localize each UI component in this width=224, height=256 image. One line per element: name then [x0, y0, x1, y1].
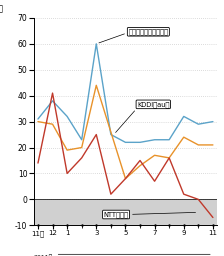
Text: NTTドコモ: NTTドコモ: [103, 211, 196, 218]
Text: 万件: 万件: [0, 5, 3, 14]
Text: KDDI（au）: KDDI（au）: [116, 101, 170, 132]
Text: 2011年: 2011年: [34, 254, 53, 256]
Text: ソフトバンクモバイル: ソフトバンクモバイル: [99, 28, 168, 43]
Bar: [34, 199, 217, 225]
